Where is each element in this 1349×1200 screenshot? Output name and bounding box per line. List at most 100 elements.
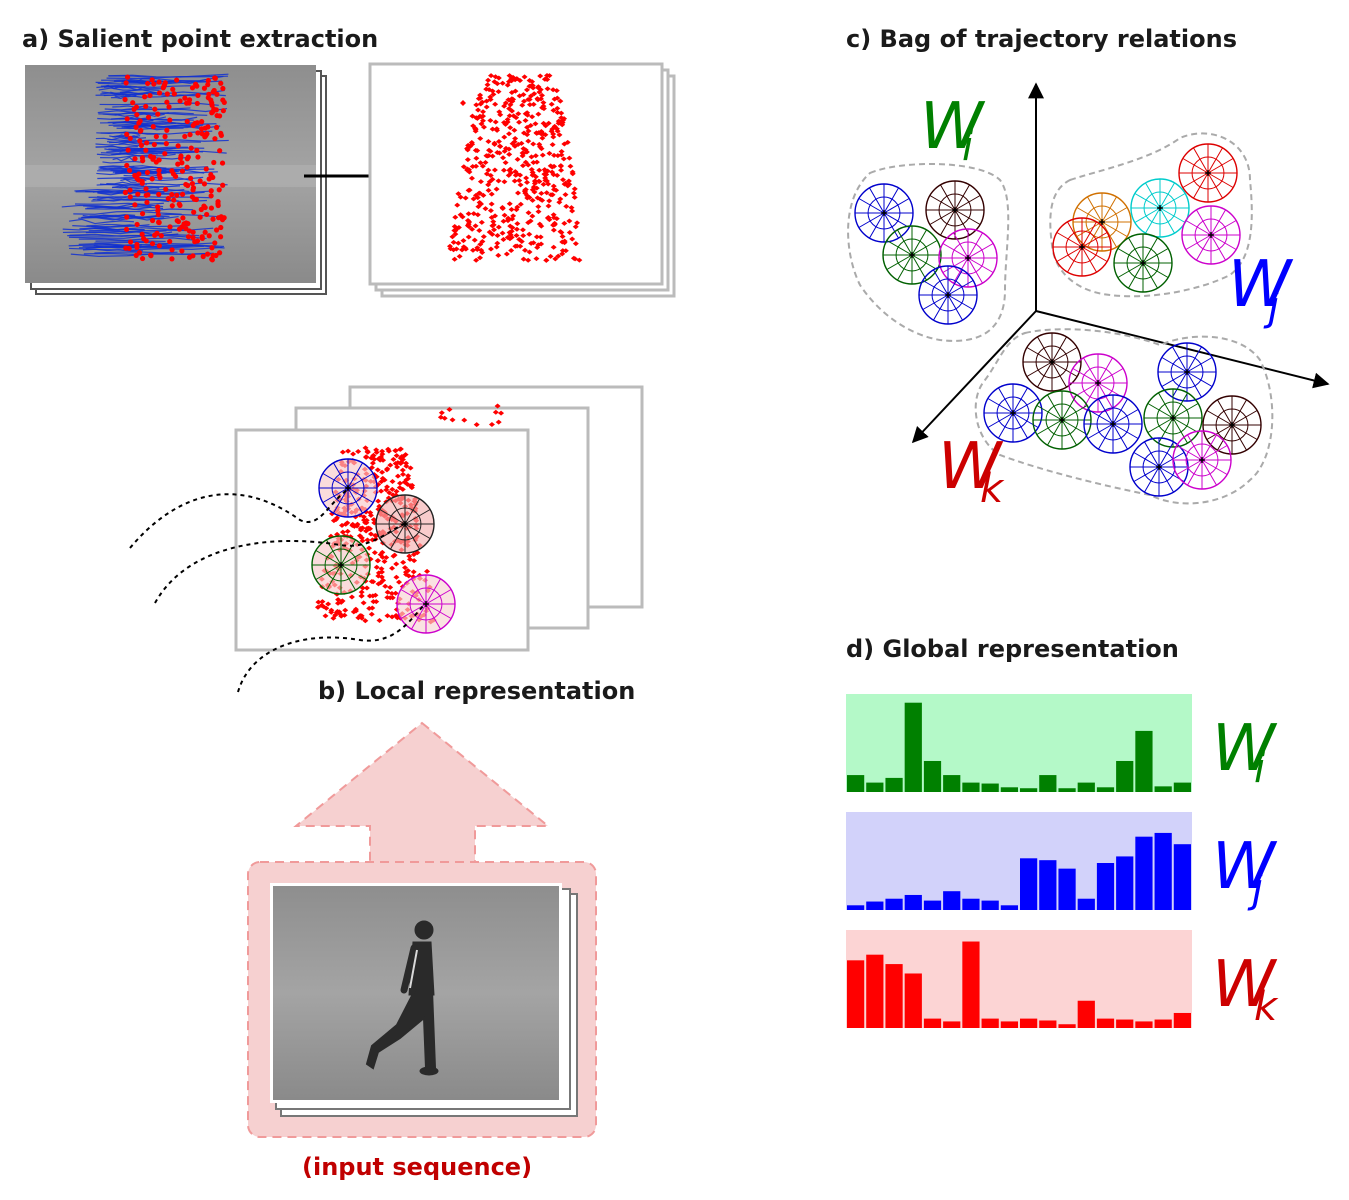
descriptor-circle bbox=[1178, 143, 1238, 203]
trajectory-point bbox=[133, 104, 140, 110]
trajectory-point bbox=[137, 138, 143, 144]
trajectory-point bbox=[162, 134, 168, 140]
histogram-bar bbox=[1039, 1020, 1057, 1028]
trajectory-point bbox=[127, 187, 133, 193]
trajectory-line bbox=[94, 251, 178, 254]
salient-point bbox=[551, 220, 558, 226]
salient-point bbox=[501, 134, 508, 140]
local-point bbox=[389, 614, 396, 620]
trajectory-point bbox=[177, 155, 184, 161]
trajectory-point bbox=[197, 214, 203, 220]
salient-point bbox=[542, 132, 549, 138]
trajectory-curve-2 bbox=[154, 523, 405, 604]
salient-point bbox=[507, 125, 514, 131]
local-point bbox=[355, 449, 362, 455]
histogram-bar bbox=[1077, 898, 1095, 910]
salient-point bbox=[527, 123, 534, 129]
salient-point bbox=[477, 135, 484, 141]
salient-point bbox=[524, 132, 531, 138]
background-point bbox=[449, 417, 456, 423]
salient-point bbox=[576, 257, 583, 263]
local-point bbox=[411, 558, 418, 564]
trajectory-point bbox=[143, 238, 149, 244]
salient-point bbox=[525, 210, 532, 216]
salient-point bbox=[487, 148, 494, 154]
trajectory-point bbox=[156, 172, 162, 178]
salient-point bbox=[514, 221, 521, 227]
local-point bbox=[375, 573, 382, 579]
histogram-bar bbox=[1135, 836, 1153, 910]
trajectory-point bbox=[209, 257, 215, 263]
salient-point bbox=[558, 110, 565, 116]
trajectory-point bbox=[195, 92, 201, 99]
local-point bbox=[382, 583, 389, 589]
local-point bbox=[410, 552, 417, 558]
trajectory-point bbox=[218, 80, 224, 86]
salient-point bbox=[533, 159, 540, 165]
trajectory-point bbox=[144, 169, 151, 176]
trajectory-point bbox=[130, 100, 136, 106]
salient-point bbox=[502, 160, 509, 166]
trajectory-point bbox=[204, 251, 211, 257]
salient-point bbox=[544, 86, 551, 92]
salient-point bbox=[507, 223, 514, 229]
salient-point bbox=[512, 88, 519, 94]
salient-point bbox=[477, 179, 484, 185]
salient-point bbox=[500, 218, 507, 224]
local-point bbox=[383, 467, 390, 473]
local-point bbox=[396, 480, 403, 486]
salient-point bbox=[456, 253, 463, 259]
local-point bbox=[334, 515, 341, 521]
salient-point bbox=[514, 204, 521, 210]
local-point bbox=[319, 599, 326, 605]
salient-point bbox=[543, 190, 550, 196]
salient-point bbox=[535, 242, 542, 248]
trajectory-point bbox=[184, 118, 190, 125]
local-point bbox=[375, 570, 382, 576]
descriptor-circle bbox=[1130, 178, 1190, 238]
salient-point bbox=[523, 175, 530, 181]
salient-point bbox=[517, 201, 524, 207]
salient-point bbox=[530, 159, 537, 165]
trajectory-line bbox=[110, 169, 179, 173]
local-point bbox=[389, 478, 396, 484]
salient-point bbox=[508, 207, 515, 213]
salient-point bbox=[566, 229, 573, 235]
salient-point bbox=[484, 82, 491, 88]
local-point bbox=[372, 592, 379, 598]
salient-point bbox=[569, 236, 576, 242]
histogram-bar bbox=[904, 894, 922, 910]
trajectory-point bbox=[127, 239, 134, 245]
salient-point bbox=[550, 227, 557, 233]
histogram-bar bbox=[1173, 844, 1191, 910]
trajectory-point bbox=[211, 159, 217, 166]
salient-point bbox=[522, 187, 529, 193]
salient-point bbox=[549, 142, 556, 148]
trajectory-point bbox=[172, 173, 179, 180]
trajectory-point bbox=[220, 182, 226, 188]
local-point bbox=[375, 498, 382, 504]
descriptor-circle bbox=[925, 180, 985, 240]
salient-point bbox=[455, 224, 462, 230]
trajectory-line bbox=[61, 204, 153, 211]
local-point bbox=[393, 561, 400, 567]
salient-point bbox=[546, 198, 553, 204]
local-point bbox=[322, 613, 329, 619]
trajectory-point bbox=[185, 182, 191, 189]
trajectory-point bbox=[127, 135, 133, 141]
local-point bbox=[384, 613, 391, 619]
salient-point bbox=[529, 114, 536, 120]
salient-point bbox=[550, 131, 557, 137]
salient-point bbox=[506, 236, 513, 242]
histogram-bar bbox=[923, 760, 942, 792]
trajectory-line bbox=[100, 84, 191, 88]
trajectory-point bbox=[132, 202, 138, 208]
salient-point bbox=[490, 222, 497, 228]
salient-point bbox=[559, 251, 566, 257]
trajectory-line bbox=[101, 91, 165, 95]
local-point bbox=[381, 558, 388, 564]
salient-point bbox=[478, 114, 485, 120]
salient-point bbox=[538, 146, 545, 152]
histogram-bar bbox=[1058, 788, 1076, 792]
salient-point bbox=[558, 167, 565, 173]
